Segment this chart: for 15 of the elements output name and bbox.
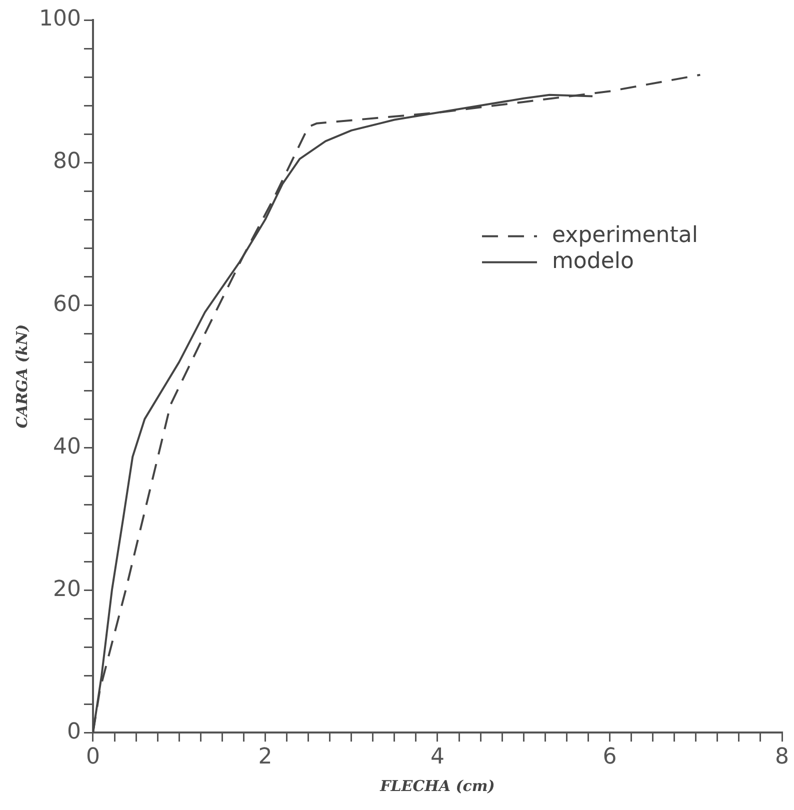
- x-tick-label: 4: [430, 744, 444, 770]
- legend-label: modelo: [552, 249, 634, 274]
- y-tick-label: 20: [52, 576, 81, 602]
- y-tick-label: 60: [52, 292, 81, 317]
- legend-label: experimental: [552, 223, 698, 248]
- y-tick-label: 0: [66, 719, 81, 744]
- x-tick-label: 6: [602, 744, 617, 770]
- y-tick-label: 80: [52, 149, 81, 174]
- x-tick-label: 8: [775, 744, 789, 770]
- x-tick-label: 0: [86, 744, 100, 770]
- y-axis-title: CARGA (kN): [12, 324, 31, 428]
- x-axis-title: FLECHA (cm): [379, 776, 495, 795]
- y-tick-label: 40: [52, 434, 81, 460]
- y-tick-label: 100: [38, 6, 81, 32]
- x-tick-label: 2: [258, 744, 272, 770]
